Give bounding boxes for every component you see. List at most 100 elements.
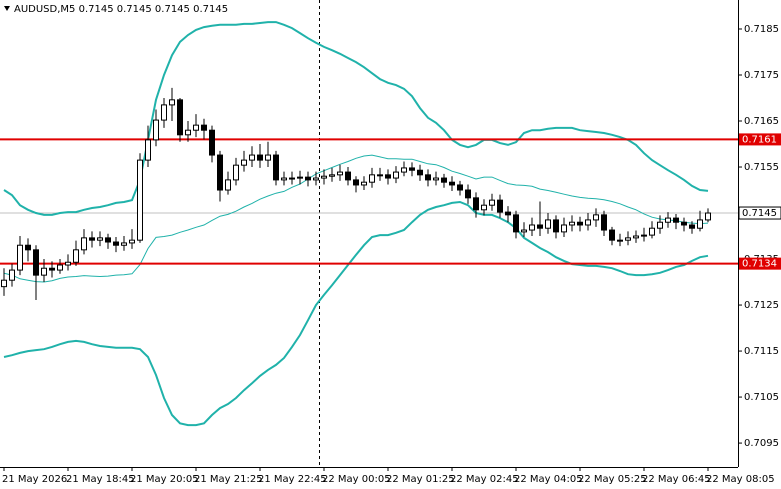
candle-body xyxy=(265,154,271,161)
candle-body xyxy=(697,219,703,229)
candle-body xyxy=(377,174,383,177)
candle-body xyxy=(577,221,583,226)
candle-body xyxy=(73,249,79,263)
candle-body xyxy=(225,179,231,191)
candle-body xyxy=(521,229,527,233)
candle-body xyxy=(241,159,247,166)
candle-body xyxy=(169,99,175,106)
candle-body xyxy=(617,239,623,242)
candle-body xyxy=(665,217,671,223)
current-price-label: 0.7145 xyxy=(742,208,777,219)
candle-body xyxy=(129,239,135,244)
candle-body xyxy=(553,219,559,233)
candle-body xyxy=(233,164,239,181)
candle-body xyxy=(25,244,31,251)
candle-body xyxy=(681,221,687,226)
x-tick-label: 22 May 00:05 xyxy=(322,474,391,485)
candle-body xyxy=(585,219,591,226)
candle-body xyxy=(337,171,343,176)
candle-body xyxy=(81,237,87,251)
candle-body xyxy=(433,177,439,181)
candle-body xyxy=(473,197,479,211)
candle-body xyxy=(89,237,95,241)
x-tick-label: 21 May 21:25 xyxy=(194,474,263,485)
indicator-line xyxy=(3,200,709,427)
current-price-box xyxy=(738,206,781,220)
y-tick-label: 0.7185 xyxy=(744,24,779,35)
price-box-label: 0.7134 xyxy=(742,259,777,270)
candle-body xyxy=(497,199,503,213)
chart-title: AUDUSD,M5 0.7145 0.7145 0.7145 0.7145 xyxy=(14,4,228,15)
candle-body xyxy=(145,139,151,161)
y-tick-label: 0.7175 xyxy=(744,70,779,81)
menu-arrow[interactable] xyxy=(4,6,10,11)
candle-body xyxy=(529,224,535,231)
price-box xyxy=(739,257,781,270)
candle-body xyxy=(105,237,111,243)
candle-body xyxy=(361,181,367,186)
candle-body xyxy=(449,181,455,186)
candle-body xyxy=(177,99,183,136)
candle-body xyxy=(113,241,119,246)
candle-body xyxy=(49,267,55,271)
y-tick-label: 0.7155 xyxy=(744,162,779,173)
candle-body xyxy=(489,199,495,206)
candle-body xyxy=(505,211,511,216)
candle-body xyxy=(1,279,7,288)
candle-body xyxy=(393,171,399,179)
candle-body xyxy=(689,224,695,229)
x-tick-label: 21 May 2026 xyxy=(2,474,67,485)
candle-body xyxy=(201,124,207,131)
candle-body xyxy=(385,174,391,179)
candle-body xyxy=(193,124,199,131)
y-tick-label: 0.7105 xyxy=(744,392,779,403)
candle-body xyxy=(513,214,519,233)
candle-body xyxy=(281,177,287,181)
candle-body xyxy=(297,176,303,179)
indicator-line xyxy=(3,21,709,216)
candle-body xyxy=(601,214,607,231)
candle-body xyxy=(609,229,615,241)
x-tick-label: 22 May 04:05 xyxy=(514,474,583,485)
candle-body xyxy=(481,204,487,211)
candle-body xyxy=(417,169,423,176)
candle-body xyxy=(97,237,103,241)
candle-body xyxy=(593,214,599,221)
price-box-label: 0.7161 xyxy=(742,134,777,145)
candle-body xyxy=(257,154,263,161)
candle-body xyxy=(289,177,295,180)
candle-body xyxy=(625,237,631,241)
candle-body xyxy=(353,179,359,186)
candle-body xyxy=(9,269,15,281)
candle-body xyxy=(33,249,39,276)
candle-body xyxy=(65,261,71,266)
x-tick-label: 22 May 02:45 xyxy=(450,474,519,485)
candle-body xyxy=(457,184,463,191)
candle-body xyxy=(401,167,407,173)
candle-body xyxy=(41,267,47,276)
x-tick-label: 21 May 20:05 xyxy=(130,474,199,485)
candle-body xyxy=(465,189,471,199)
candle-body xyxy=(545,219,551,229)
candle-body xyxy=(321,175,327,179)
indicator-line xyxy=(3,154,709,283)
price-box xyxy=(739,133,781,146)
candle-body xyxy=(121,242,127,246)
candle-body xyxy=(409,167,415,171)
y-tick-label: 0.7095 xyxy=(744,438,779,449)
candle-body xyxy=(657,221,663,229)
candle-body xyxy=(705,212,711,221)
candle-body xyxy=(57,264,63,271)
candle-body xyxy=(185,129,191,136)
candle-body xyxy=(161,104,167,121)
candle-body xyxy=(17,244,23,271)
candle-body xyxy=(425,174,431,181)
y-tick-label: 0.7165 xyxy=(744,116,779,127)
candle-body xyxy=(369,174,375,183)
candle-body xyxy=(249,154,255,161)
x-tick-label: 22 May 05:25 xyxy=(578,474,647,485)
candle-body xyxy=(153,119,159,141)
candle-body xyxy=(569,221,575,226)
x-tick-label: 21 May 22:45 xyxy=(258,474,327,485)
